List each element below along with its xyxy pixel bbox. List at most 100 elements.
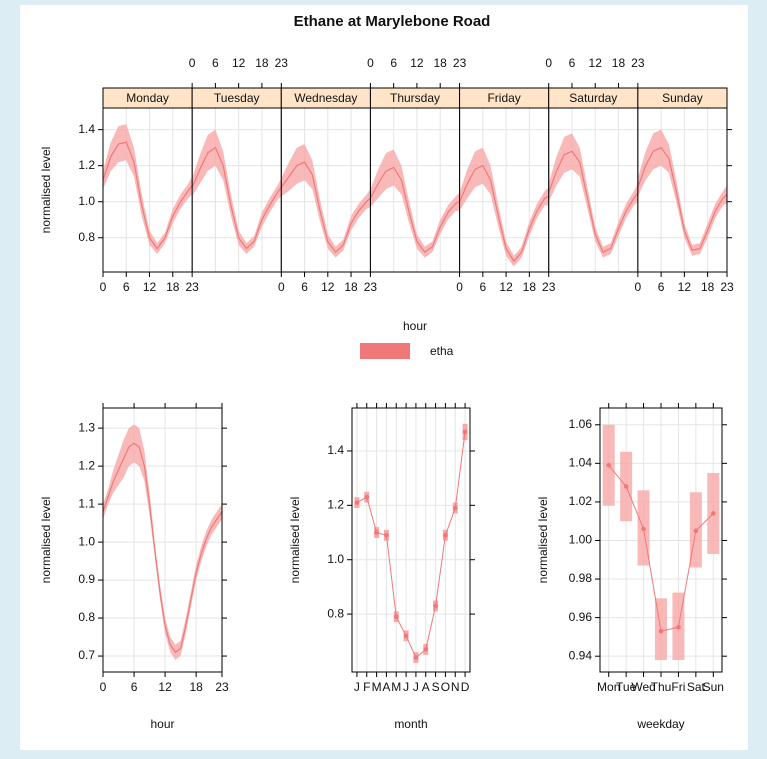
- x-tick-label: 0: [367, 56, 374, 70]
- x-tick-label: 12: [158, 680, 172, 694]
- plot-frame: [637, 107, 728, 273]
- x-tick-label: 23: [275, 56, 289, 70]
- point: [452, 505, 458, 511]
- x-tick-label: 12: [589, 56, 603, 70]
- x-tick-label: 18: [612, 56, 626, 70]
- x-tick-label: 0: [635, 280, 642, 294]
- y-tick-label: 0.7: [78, 648, 95, 662]
- x-tick-label: 6: [569, 56, 576, 70]
- y-tick-label: 1.04: [569, 456, 593, 470]
- x-axis-label: hour: [403, 319, 427, 333]
- x-tick-label: 6: [131, 680, 138, 694]
- point: [403, 633, 409, 639]
- line: [548, 150, 639, 253]
- strip-label: Wednesday: [294, 91, 357, 105]
- x-tick-label: 6: [658, 280, 665, 294]
- x-tick-label: M: [391, 680, 401, 694]
- line: [459, 164, 549, 263]
- x-tick-label: 12: [232, 56, 246, 70]
- x-tick-label: J: [403, 680, 409, 694]
- x-tick-label: A: [422, 680, 430, 694]
- x-tick-label: 12: [499, 280, 513, 294]
- x-tick-label: 12: [410, 56, 424, 70]
- x-axis-label: month: [394, 717, 427, 731]
- x-tick-label: 18: [523, 280, 537, 294]
- x-tick-label: Wed: [631, 680, 655, 694]
- x-tick-label: Tue: [616, 680, 637, 694]
- x-tick-label: Fri: [671, 680, 685, 694]
- x-tick-label: Mon: [597, 680, 620, 694]
- point: [413, 655, 419, 660]
- line: [356, 431, 466, 659]
- point: [374, 530, 379, 535]
- point: [710, 511, 716, 516]
- y-tick-label: 1.00: [569, 533, 593, 547]
- x-tick-label: 18: [166, 280, 180, 294]
- y-tick-label: 1.2: [78, 458, 95, 472]
- y-axis-label: normalised level: [536, 497, 550, 584]
- x-tick-label: 0: [100, 280, 107, 294]
- y-tick-label: 1.0: [78, 194, 95, 208]
- confidence-band: [103, 124, 193, 254]
- y-tick-label: 1.3: [78, 420, 95, 434]
- y-tick-label: 1.02: [569, 494, 593, 508]
- y-axis-label: normalised level: [39, 497, 53, 584]
- y-tick-label: 0.96: [569, 610, 593, 624]
- x-tick-label: 0: [278, 280, 285, 294]
- strip-label: Friday: [487, 91, 520, 105]
- x-tick-label: 0: [100, 680, 107, 694]
- x-axis-label: hour: [150, 717, 174, 731]
- y-tick-label: 1.4: [78, 122, 95, 136]
- y-tick-label: 1.2: [78, 158, 95, 172]
- line: [102, 141, 193, 250]
- point: [364, 494, 370, 500]
- x-tick-label: 18: [701, 280, 715, 294]
- plot-frame: [351, 407, 471, 673]
- legend-label: etha: [430, 344, 454, 358]
- x-tick-label: 23: [631, 56, 645, 70]
- point: [623, 484, 629, 489]
- x-tick-label: 23: [215, 680, 229, 694]
- y-tick-label: 0.98: [569, 571, 593, 585]
- x-tick-label: 12: [143, 280, 157, 294]
- legend-swatch: [360, 343, 410, 359]
- y-tick-label: 1.0: [327, 552, 344, 566]
- x-tick-label: 6: [479, 280, 486, 294]
- x-tick-label: 23: [185, 280, 199, 294]
- y-tick-label: 0.8: [78, 230, 95, 244]
- strip-label: Tuesday: [214, 91, 260, 105]
- strip-label: Monday: [126, 91, 169, 105]
- y-tick-label: 0.9: [78, 572, 95, 586]
- point: [354, 500, 360, 505]
- x-tick-label: 6: [301, 280, 308, 294]
- y-axis-label: normalised level: [288, 497, 302, 584]
- line: [191, 146, 282, 250]
- x-tick-label: S: [432, 680, 440, 694]
- chart-title: Ethane at Marylebone Road: [294, 13, 491, 30]
- point: [658, 628, 664, 634]
- x-tick-label: M: [372, 680, 382, 694]
- confidence-band: [637, 129, 727, 256]
- point: [443, 532, 448, 538]
- point: [423, 647, 429, 652]
- x-tick-label: 23: [720, 280, 734, 294]
- x-tick-label: 12: [678, 280, 692, 294]
- y-tick-label: 0.8: [327, 606, 344, 620]
- x-tick-label: Sat: [687, 680, 706, 694]
- confidence-band: [548, 133, 638, 258]
- x-tick-label: Thu: [651, 680, 672, 694]
- line: [102, 442, 223, 654]
- x-tick-label: J: [354, 680, 360, 694]
- plot-frame: [599, 407, 723, 673]
- confidence-band: [103, 424, 222, 660]
- x-tick-label: 12: [321, 280, 335, 294]
- y-tick-label: 0.94: [569, 648, 593, 662]
- x-tick-label: F: [363, 680, 370, 694]
- x-tick-label: 18: [344, 280, 358, 294]
- x-tick-label: 23: [542, 280, 556, 294]
- x-tick-label: J: [413, 680, 419, 694]
- x-tick-label: O: [441, 680, 450, 694]
- line: [637, 146, 728, 252]
- x-tick-label: 23: [364, 280, 378, 294]
